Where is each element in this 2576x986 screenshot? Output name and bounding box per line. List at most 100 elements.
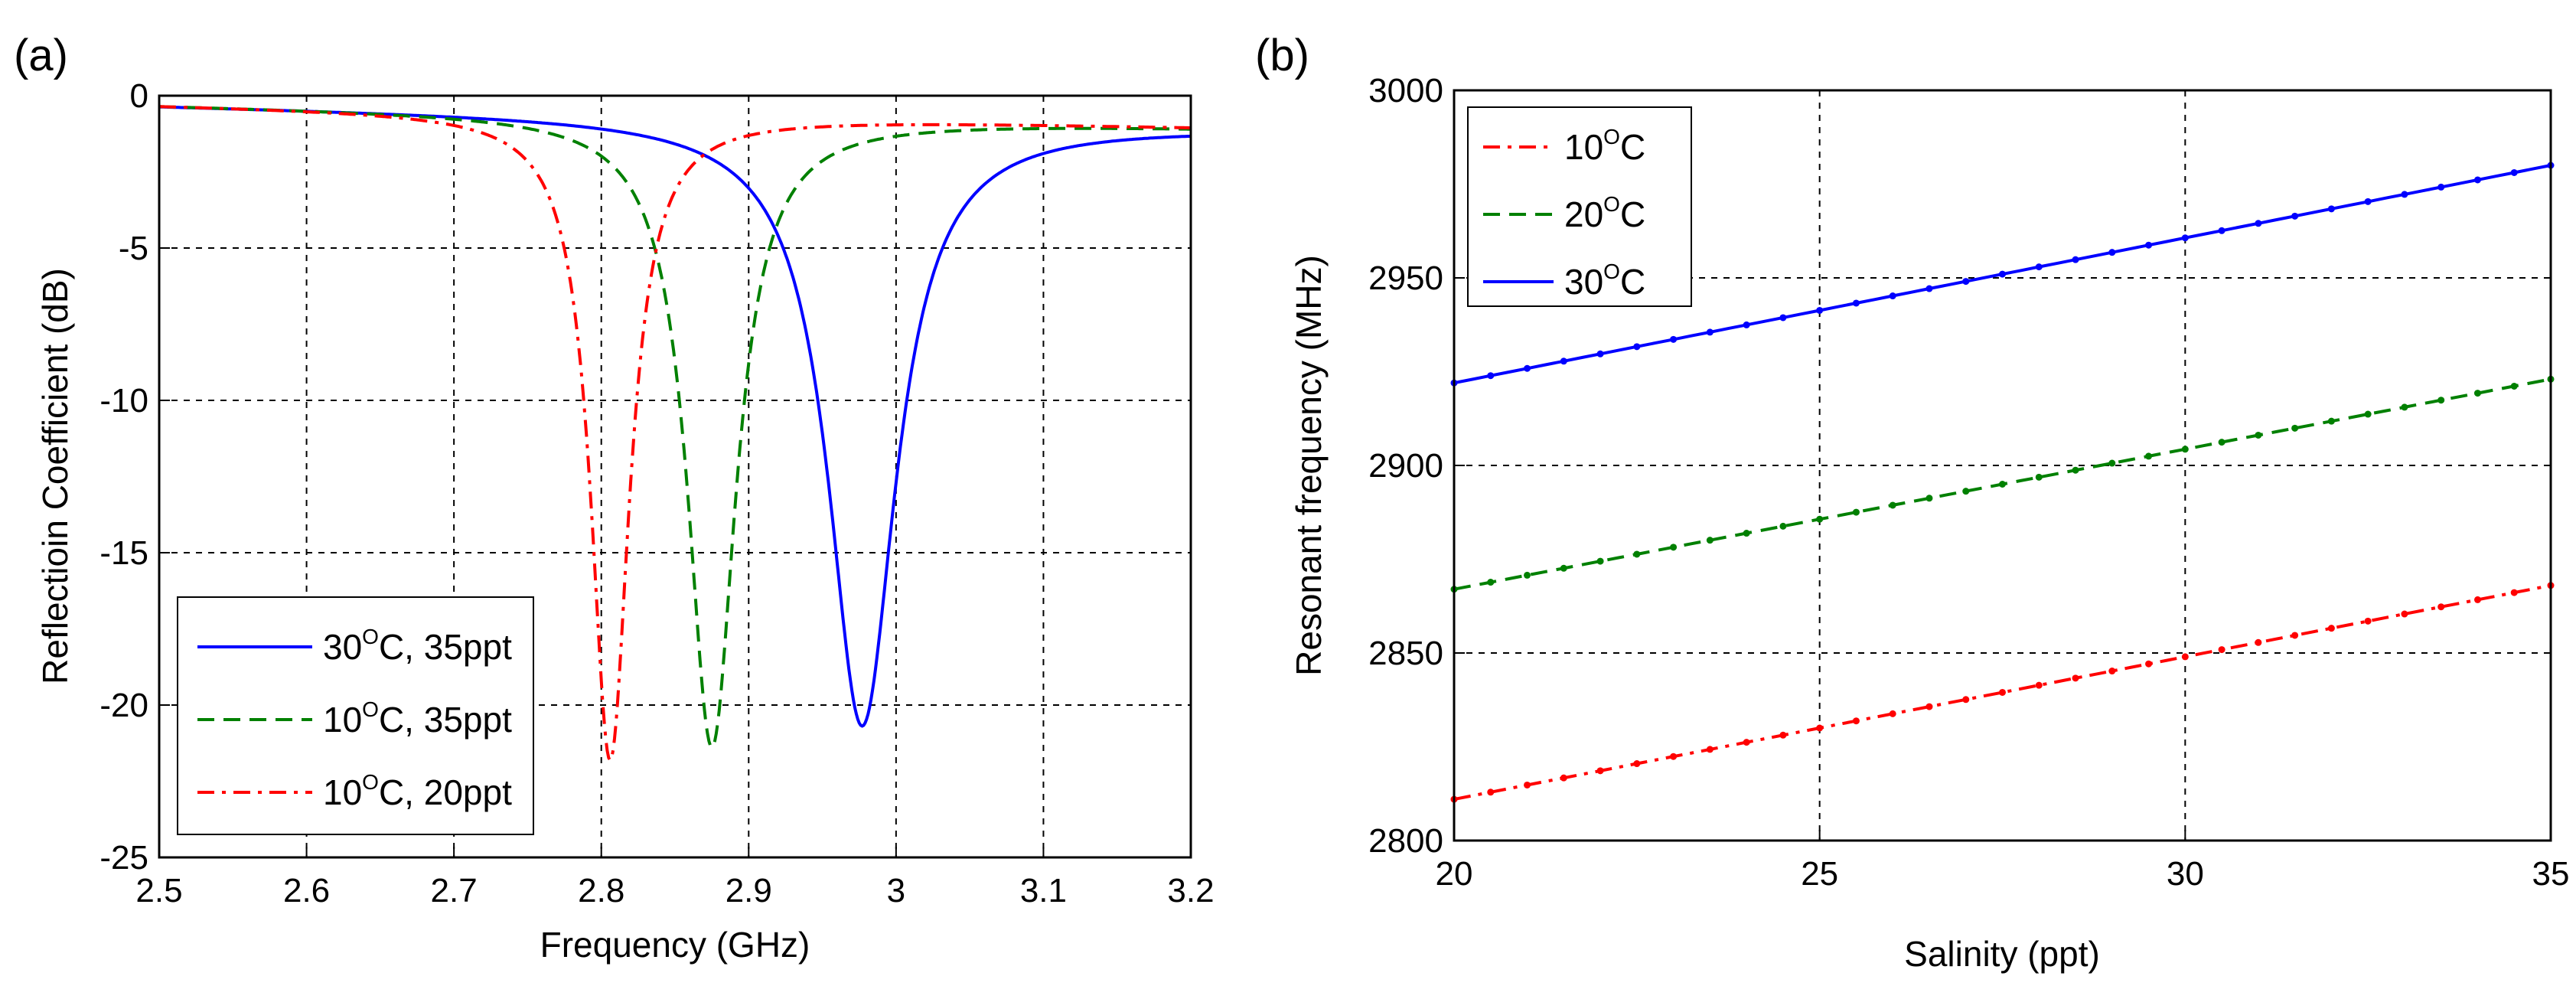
data-point bbox=[1779, 522, 1787, 530]
data-point bbox=[1999, 481, 2006, 488]
legend-label-base: 10 bbox=[1564, 127, 1603, 167]
data-point bbox=[1560, 358, 1567, 365]
x-tick-label: 35 bbox=[2532, 855, 2570, 893]
data-point bbox=[1925, 703, 1933, 710]
data-point bbox=[2145, 241, 2153, 249]
x-tick-label: 3.1 bbox=[1020, 872, 1067, 909]
y-tick-label: -25 bbox=[99, 839, 148, 877]
series-line-2 bbox=[158, 105, 1191, 764]
data-point bbox=[2401, 191, 2408, 198]
data-point bbox=[2473, 596, 2481, 603]
data-point bbox=[1487, 372, 1495, 380]
data-point bbox=[2510, 168, 2518, 176]
y-tick-label: 2850 bbox=[1368, 635, 1443, 672]
data-point bbox=[1487, 579, 1495, 586]
data-point bbox=[2181, 653, 2189, 661]
data-point bbox=[2072, 674, 2079, 682]
panel-a: (a) 2.5 2.6 2.7 2.8 2.9 3 3.1 3.2 0 -5 -10 -15 -20 -2… bbox=[14, 31, 1215, 965]
data-point bbox=[1779, 731, 1787, 739]
data-point bbox=[1524, 781, 1531, 788]
data-point bbox=[2437, 183, 2445, 191]
data-point bbox=[1560, 774, 1567, 782]
legend-label-2: 10OC, 20ppt bbox=[323, 770, 512, 812]
data-point bbox=[2473, 390, 2481, 397]
legend-label-rest: C bbox=[1620, 262, 1645, 302]
legend-label-1: 10OC, 35ppt bbox=[323, 697, 512, 740]
data-point bbox=[2108, 249, 2116, 256]
data-point bbox=[2145, 452, 2153, 460]
data-point bbox=[2035, 263, 2043, 271]
data-point bbox=[1743, 530, 1750, 537]
panel-a-xlabel: Frequency (GHz) bbox=[540, 925, 810, 965]
data-point bbox=[2327, 205, 2335, 213]
data-point bbox=[2255, 220, 2262, 227]
data-point bbox=[1670, 335, 1678, 343]
panel-b-ylabel: Resonant frequency (MHz) bbox=[1289, 255, 1329, 676]
y-tick-label: -5 bbox=[119, 230, 148, 267]
legend-label-rest: C, 20ppt bbox=[379, 772, 512, 812]
legend-label-0: 30OC, 35ppt bbox=[323, 625, 512, 667]
y-tick-label: -15 bbox=[99, 534, 148, 572]
y-tick-label: 2800 bbox=[1368, 822, 1443, 860]
panel-b-ticks: 20 25 30 35 3000 2950 2900 2850 2800 bbox=[1368, 72, 2569, 893]
data-point bbox=[1925, 285, 1933, 292]
data-point bbox=[2291, 212, 2299, 220]
panel-b-grid bbox=[1454, 90, 2551, 841]
data-point bbox=[1706, 328, 1714, 336]
legend-label-base: 10 bbox=[323, 700, 362, 740]
y-tick-label: 0 bbox=[130, 77, 148, 115]
data-point bbox=[1670, 753, 1678, 760]
data-point bbox=[1889, 710, 1896, 717]
data-point bbox=[2473, 176, 2481, 184]
data-point bbox=[2108, 459, 2116, 467]
data-point bbox=[1816, 306, 1824, 314]
data-point bbox=[2255, 638, 2262, 646]
data-point bbox=[1779, 314, 1787, 322]
legend-label-rest: C bbox=[1620, 194, 1645, 234]
data-point bbox=[1596, 767, 1604, 775]
data-point bbox=[1889, 501, 1896, 509]
data-point bbox=[1816, 515, 1824, 523]
data-point bbox=[1889, 292, 1896, 300]
data-point bbox=[1962, 278, 1970, 286]
data-point bbox=[1852, 717, 1860, 725]
data-point bbox=[1816, 724, 1824, 732]
legend-label-base: 30 bbox=[323, 627, 362, 667]
y-tick-label: -10 bbox=[99, 382, 148, 420]
data-point bbox=[1633, 550, 1641, 558]
data-point bbox=[1524, 571, 1531, 579]
legend-label-2: 30OC bbox=[1564, 260, 1645, 302]
data-point bbox=[2108, 668, 2116, 675]
panel-a-axes-box bbox=[158, 94, 1192, 859]
legend-label-sup: O bbox=[362, 625, 379, 648]
legend-label-sup: O bbox=[1603, 260, 1620, 283]
x-tick-label: 2.8 bbox=[578, 872, 624, 909]
data-point bbox=[1852, 508, 1860, 516]
legend-label-1: 20OC bbox=[1564, 192, 1645, 234]
data-point bbox=[2510, 382, 2518, 390]
data-point bbox=[1999, 688, 2006, 696]
data-point bbox=[1633, 760, 1641, 768]
data-point bbox=[1524, 364, 1531, 372]
data-point bbox=[1670, 544, 1678, 551]
data-point bbox=[2035, 473, 2043, 481]
data-point bbox=[2437, 397, 2445, 404]
data-point bbox=[2291, 424, 2299, 432]
data-point bbox=[2291, 632, 2299, 639]
x-tick-label: 2.9 bbox=[726, 872, 772, 909]
data-point bbox=[1743, 739, 1750, 746]
data-point bbox=[1560, 564, 1567, 572]
data-point bbox=[2072, 466, 2079, 474]
x-tick-label: 2.7 bbox=[431, 872, 478, 909]
y-tick-label: -20 bbox=[99, 687, 148, 724]
x-tick-label: 20 bbox=[1436, 855, 1473, 893]
data-point bbox=[2401, 610, 2408, 618]
data-point bbox=[2218, 227, 2225, 234]
data-point bbox=[2181, 446, 2189, 453]
data-point bbox=[1596, 350, 1604, 358]
data-point bbox=[2327, 625, 2335, 632]
data-point bbox=[2255, 431, 2262, 439]
data-point bbox=[1706, 746, 1714, 753]
data-point bbox=[2437, 603, 2445, 611]
